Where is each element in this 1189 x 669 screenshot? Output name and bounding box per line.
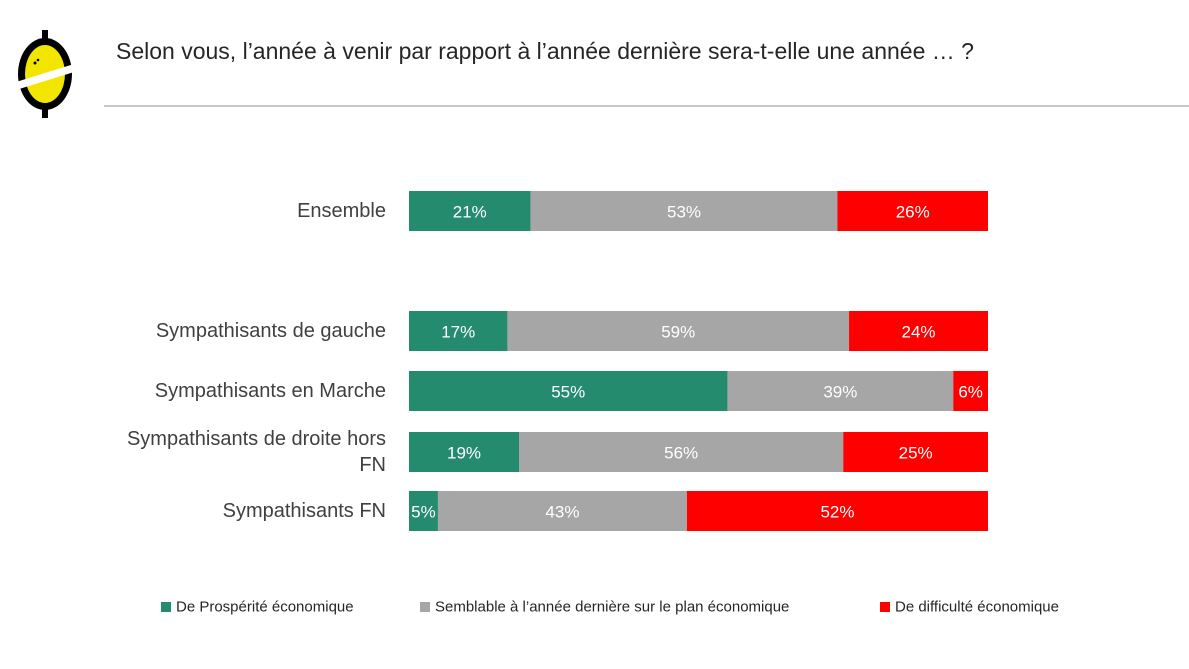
data-label: 56% — [664, 444, 698, 463]
data-label: 43% — [545, 503, 579, 522]
bar-segment — [953, 371, 988, 411]
bar-segment — [409, 191, 531, 231]
legend-label: De Prospérité économique — [176, 599, 354, 616]
bar-segment — [409, 311, 508, 351]
bar-segment — [727, 371, 954, 411]
data-label: 21% — [453, 203, 487, 222]
data-label: 53% — [667, 203, 701, 222]
category-label: Sympathisants en Marche — [155, 380, 386, 402]
brand-logo-icon — [16, 30, 74, 118]
data-label: 52% — [820, 503, 854, 522]
data-label: 17% — [441, 323, 475, 342]
category-label: Sympathisants FN — [223, 500, 386, 522]
legend-label: De difficulté économique — [895, 599, 1059, 616]
data-label: 39% — [823, 383, 857, 402]
chart-title: Selon vous, l’année à venir par rapport … — [116, 38, 974, 64]
bar-segment — [409, 491, 438, 531]
data-label: 6% — [958, 383, 983, 402]
category-label: Sympathisants de gauche — [156, 320, 386, 342]
data-label: 26% — [896, 203, 930, 222]
bar-segment — [837, 191, 988, 231]
bar-segment — [409, 432, 520, 472]
legend-swatch — [161, 602, 171, 612]
data-label: 25% — [899, 444, 933, 463]
bar-segment — [849, 311, 988, 351]
bar-segment — [519, 432, 844, 472]
data-label: 55% — [551, 383, 585, 402]
title-divider — [104, 105, 1189, 107]
legend-label: Semblable à l’année dernière sur le plan… — [435, 599, 789, 616]
data-label: 59% — [661, 323, 695, 342]
bar-segment — [409, 371, 728, 411]
category-label: Ensemble — [297, 200, 386, 222]
category-label: FN — [359, 454, 386, 476]
bar-segment — [507, 311, 850, 351]
legend-swatch — [420, 602, 430, 612]
legend-swatch — [880, 602, 890, 612]
bar-segment — [843, 432, 988, 472]
data-label: 24% — [902, 323, 936, 342]
category-label: Sympathisants de droite hors — [127, 428, 386, 450]
data-label: 5% — [411, 503, 436, 522]
bar-segment — [530, 191, 838, 231]
bar-segment — [437, 491, 687, 531]
bar-segment — [686, 491, 988, 531]
data-label: 19% — [447, 444, 481, 463]
